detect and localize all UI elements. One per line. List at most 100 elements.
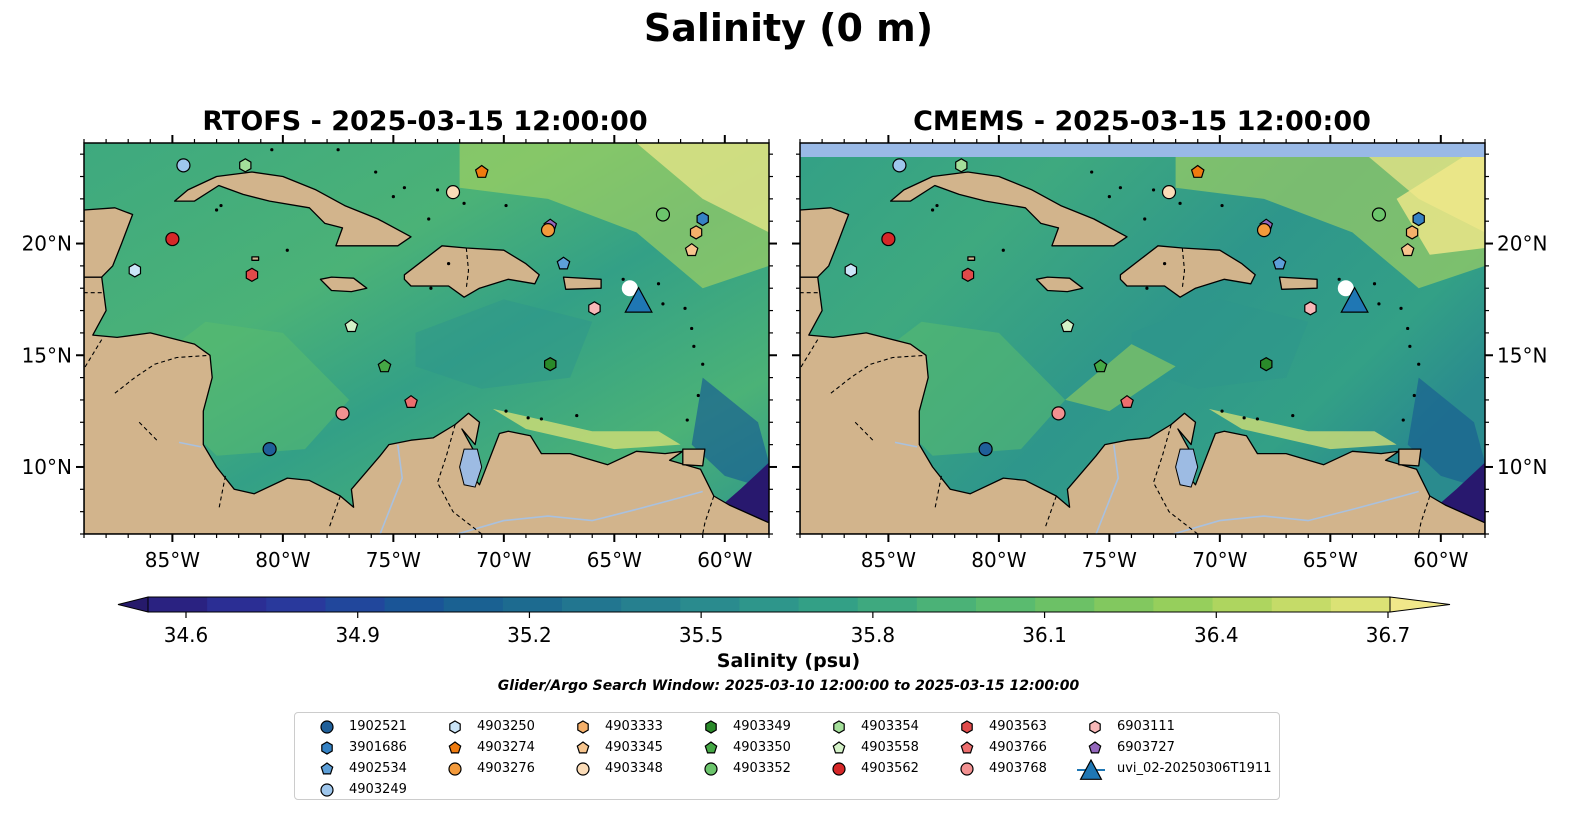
pentagon-marker-icon bbox=[960, 741, 974, 754]
islet-26 bbox=[429, 286, 433, 290]
circle-marker-icon bbox=[448, 762, 462, 776]
colorbar-segment bbox=[1330, 597, 1391, 612]
lon-tick-label: 75°W bbox=[366, 548, 421, 572]
float-marker-4903249 bbox=[176, 158, 191, 173]
hexagon-marker-icon bbox=[321, 741, 333, 755]
float-marker-4903766 bbox=[1120, 394, 1134, 408]
colorbar-tick-label: 35.2 bbox=[507, 623, 552, 647]
float-marker-3901686 bbox=[1412, 211, 1425, 227]
land-trinidad bbox=[682, 448, 706, 467]
circle-marker-icon bbox=[704, 762, 718, 776]
colorbar-tick-label: 34.9 bbox=[335, 623, 380, 647]
colorbar-segment bbox=[266, 597, 327, 612]
islet-10 bbox=[1220, 409, 1224, 413]
glider-marker-uvi_02-20250306T1911 bbox=[1340, 286, 1369, 313]
colorbar-segment bbox=[1094, 597, 1155, 612]
legend-marker-icon bbox=[1089, 720, 1101, 734]
legend-marker-icon bbox=[704, 741, 718, 754]
lat-tick-label: 20°N bbox=[22, 232, 72, 256]
border-4 bbox=[934, 475, 942, 510]
legend-label: 4903333 bbox=[605, 719, 663, 734]
map-panel-cmems: 85°W 80°W 75°W 70°W 65°W 60°W 20°N 15°N 10°N bbox=[792, 135, 1547, 572]
river-2 bbox=[1173, 490, 1419, 534]
islet-3 bbox=[696, 393, 700, 398]
legend-marker-icon bbox=[320, 762, 334, 775]
legend-label: 4903352 bbox=[733, 761, 791, 776]
islet-11 bbox=[526, 416, 530, 420]
legend-label: 4902534 bbox=[349, 761, 407, 776]
colorbar-segment bbox=[148, 597, 208, 612]
legend-label: 6903111 bbox=[1117, 719, 1175, 734]
legend-label: 4903354 bbox=[861, 719, 919, 734]
float-marker-1902521 bbox=[262, 441, 277, 457]
islet-19 bbox=[219, 203, 223, 208]
legend-label: uvi_02-20250306T1911 bbox=[1117, 761, 1272, 776]
islet-25 bbox=[446, 262, 451, 266]
islet-5 bbox=[683, 306, 687, 310]
circle-marker-icon bbox=[320, 720, 334, 734]
islet-13 bbox=[1143, 217, 1147, 221]
salinity-patch-orinoco bbox=[1407, 377, 1485, 490]
lat-tick-label: 15°N bbox=[1497, 343, 1547, 367]
border-4 bbox=[218, 475, 226, 510]
colorbar-tick-label: 36.7 bbox=[1366, 623, 1411, 647]
float-marker-3901686 bbox=[696, 211, 709, 227]
lat-tick-label: 10°N bbox=[1497, 455, 1547, 479]
islet-15 bbox=[1118, 186, 1123, 190]
border-8 bbox=[1418, 495, 1431, 534]
pentagon-marker-icon bbox=[704, 741, 718, 754]
islet-15 bbox=[402, 186, 407, 190]
islet-24 bbox=[504, 203, 508, 208]
hexagon-marker-icon bbox=[961, 720, 973, 734]
land-central bbox=[800, 276, 1485, 534]
legend-marker-icon bbox=[576, 741, 590, 754]
islet-23 bbox=[1151, 188, 1156, 192]
float-marker-4903558 bbox=[1060, 318, 1075, 333]
circle-marker-icon bbox=[320, 783, 334, 797]
float-marker-4903276 bbox=[540, 223, 556, 238]
border-2 bbox=[114, 354, 211, 394]
border-5 bbox=[328, 495, 341, 528]
islet-26 bbox=[1145, 286, 1149, 290]
legend-label: 3901686 bbox=[349, 740, 407, 755]
hexagon-marker-icon bbox=[449, 720, 461, 734]
islet-9 bbox=[1291, 413, 1295, 418]
map-frame bbox=[799, 142, 1486, 535]
legend-label: 4903350 bbox=[733, 740, 791, 755]
lake-maracaibo bbox=[459, 448, 483, 488]
float-marker-4903345 bbox=[684, 242, 699, 257]
land-cuba bbox=[173, 171, 412, 247]
land-yucatan bbox=[84, 207, 134, 278]
lon-tick-label: 60°W bbox=[697, 548, 752, 572]
legend-marker-icon bbox=[704, 762, 718, 776]
missing-data-band bbox=[800, 143, 1485, 157]
islet-12 bbox=[539, 417, 544, 421]
colorbar-extend-max bbox=[1389, 596, 1451, 613]
colorbar-segment bbox=[207, 597, 267, 612]
islet-6 bbox=[661, 302, 665, 306]
salinity-patch-coastal bbox=[1208, 408, 1397, 450]
islet-0 bbox=[690, 326, 694, 331]
colorbar-segment bbox=[916, 597, 977, 612]
float-marker-4902534 bbox=[1272, 256, 1287, 270]
legend-label: 4903274 bbox=[477, 740, 535, 755]
float-marker-4903352 bbox=[655, 207, 671, 222]
legend-marker-icon bbox=[960, 762, 974, 776]
islet-21 bbox=[1001, 248, 1005, 252]
float-marker-4903354 bbox=[239, 158, 252, 173]
islet-3 bbox=[1412, 393, 1416, 398]
float-marker-6903111 bbox=[1304, 301, 1317, 316]
river-1 bbox=[1095, 444, 1120, 534]
colorbar-tick-label: 36.1 bbox=[1022, 623, 1067, 647]
glider-track-blank bbox=[621, 280, 638, 297]
float-marker-4903249 bbox=[892, 158, 907, 173]
border-2 bbox=[830, 354, 927, 394]
float-marker-4902534 bbox=[556, 256, 571, 270]
colorbar-tick-label: 34.6 bbox=[164, 623, 209, 647]
figure-title: Salinity (0 m) bbox=[643, 6, 934, 50]
float-marker-4903768 bbox=[1051, 406, 1066, 421]
border-6 bbox=[1152, 424, 1199, 534]
border-7 bbox=[1181, 247, 1186, 289]
river-2 bbox=[457, 490, 703, 534]
legend-marker-icon bbox=[961, 720, 973, 734]
